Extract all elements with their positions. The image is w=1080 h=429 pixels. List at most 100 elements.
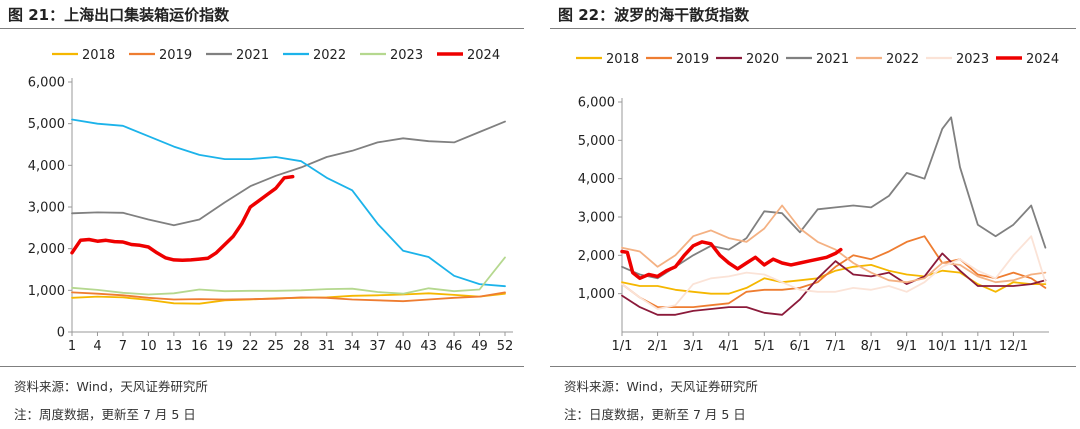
legend-item-2023: 2023 xyxy=(926,52,989,67)
legend-item-2020: 2020 xyxy=(716,52,779,67)
bottom-divider xyxy=(0,366,524,367)
x-tick-label: 7 xyxy=(119,339,127,354)
x-tick-label: 52 xyxy=(497,339,514,354)
legend-label: 2018 xyxy=(82,48,115,63)
x-tick-label: 2/1 xyxy=(647,339,668,354)
x-tick-label: 12/1 xyxy=(999,339,1028,354)
top-divider xyxy=(0,28,524,29)
figure-title: 图 22：波罗的海干散货指数 xyxy=(558,6,750,24)
series-line-2021 xyxy=(71,120,506,227)
x-tick-label: 37 xyxy=(369,339,386,354)
series-lines xyxy=(620,116,1047,316)
x-tick-label: 28 xyxy=(293,339,310,354)
footnote: 注：周度数据，更新至 7 月 5 日 xyxy=(14,407,196,422)
x-tick-label: 7/1 xyxy=(825,339,846,354)
legend-item-2019: 2019 xyxy=(646,52,709,67)
legend-item-2021: 2021 xyxy=(786,52,849,67)
series-line-2022 xyxy=(621,204,1047,284)
source-note: 资料来源：Wind，天风证券研究所 xyxy=(564,379,758,394)
series-line-2024 xyxy=(620,240,843,281)
panel-baltic-dry-index: 图 22：波罗的海干散货指数 2018 2019 2020 2021 2022 2023 2… xyxy=(550,0,1080,429)
figure-title: 图 21：上海出口集装箱运价指数 xyxy=(8,6,230,24)
legend-label: 2022 xyxy=(886,52,919,67)
legend-label: 2023 xyxy=(390,48,423,63)
x-tick-label: 22 xyxy=(242,339,259,354)
x-tick-label: 49 xyxy=(471,339,488,354)
x-tick-label: 11/1 xyxy=(963,339,992,354)
x-tick-label: 9/1 xyxy=(896,339,917,354)
legend-item-2024: 2024 xyxy=(437,48,500,63)
series-line-2020 xyxy=(621,252,1047,316)
y-tick-label: 1,000 xyxy=(578,287,615,302)
legend-item-2022: 2022 xyxy=(856,52,919,67)
x-axis-ticks: 1 4 7 10 13 16 19 22 25 28 31 34 37 40 43 46 49 52 xyxy=(68,332,513,354)
x-tick-label: 16 xyxy=(191,339,208,354)
y-axis-ticks: 0 1,000 2,000 3,000 4,000 5,000 6,000 xyxy=(28,76,72,341)
y-tick-label: 0 xyxy=(57,326,65,341)
x-tick-label: 4/1 xyxy=(718,339,739,354)
x-tick-label: 8/1 xyxy=(861,339,882,354)
x-tick-label: 40 xyxy=(395,339,412,354)
panel-container-freight-index: 图 21：上海出口集装箱运价指数 2018 2019 2021 2022 2023 202… xyxy=(0,0,528,429)
top-divider xyxy=(550,28,1076,29)
x-tick-label: 6/1 xyxy=(789,339,810,354)
series-lines xyxy=(70,118,506,305)
legend-item-2023: 2023 xyxy=(360,48,423,63)
x-tick-label: 43 xyxy=(420,339,437,354)
legend: 2018 2019 2020 2021 2022 2023 2024 xyxy=(576,52,1059,67)
x-tick-label: 10 xyxy=(140,339,157,354)
footnote: 注：日度数据，更新至 7 月 5 日 xyxy=(564,407,746,422)
y-tick-label: 4,000 xyxy=(28,159,65,174)
y-tick-label: 2,000 xyxy=(578,249,615,264)
y-tick-label: 5,000 xyxy=(578,134,615,149)
y-tick-label: 2,000 xyxy=(28,242,65,257)
series-line-2023 xyxy=(621,235,1047,310)
x-tick-label: 13 xyxy=(166,339,183,354)
x-tick-label: 46 xyxy=(446,339,463,354)
legend: 2018 2019 2021 2022 2023 2024 xyxy=(52,48,500,63)
series-line-2024 xyxy=(70,174,295,263)
x-tick-label: 34 xyxy=(344,339,361,354)
legend-item-2018: 2018 xyxy=(576,52,639,67)
legend-item-2022: 2022 xyxy=(283,48,346,63)
series-line-2023 xyxy=(71,256,506,296)
y-tick-label: 4,000 xyxy=(578,172,615,187)
x-tick-label: 10/1 xyxy=(928,339,957,354)
legend-label: 2019 xyxy=(159,48,192,63)
legend-label: 2019 xyxy=(676,52,709,67)
y-tick-label: 6,000 xyxy=(28,76,65,91)
y-tick-label: 3,000 xyxy=(28,201,65,216)
source-note: 资料来源：Wind，天风证券研究所 xyxy=(14,379,208,394)
x-tick-label: 31 xyxy=(318,339,335,354)
bottom-divider xyxy=(550,366,1076,367)
y-axis-ticks: 1,000 2,000 3,000 4,000 5,000 6,000 xyxy=(578,96,622,302)
legend-label: 2023 xyxy=(956,52,989,67)
x-tick-label: 19 xyxy=(217,339,234,354)
y-tick-label: 5,000 xyxy=(28,117,65,132)
legend-label: 2024 xyxy=(1026,52,1059,67)
x-tick-label: 25 xyxy=(267,339,284,354)
x-tick-label: 1 xyxy=(68,339,76,354)
legend-label: 2021 xyxy=(236,48,269,63)
x-tick-label: 5/1 xyxy=(754,339,775,354)
x-tick-label: 1/1 xyxy=(612,339,633,354)
series-line-2019 xyxy=(71,291,506,303)
y-tick-label: 6,000 xyxy=(578,96,615,111)
legend-item-2021: 2021 xyxy=(206,48,269,63)
series-line-2021 xyxy=(621,116,1047,280)
legend-item-2024: 2024 xyxy=(996,52,1059,67)
line-chart-container-freight: 2018 2019 2021 2022 2023 2024 0 1,000 2,000 3,000… xyxy=(28,48,513,354)
series-line-2018 xyxy=(621,263,1047,295)
x-tick-label: 4 xyxy=(93,339,101,354)
legend-label: 2018 xyxy=(606,52,639,67)
x-axis-ticks: 1/1 2/1 3/1 4/1 5/1 6/1 7/1 8/1 9/1 10/1 11/1 12/1 xyxy=(612,332,1028,354)
legend-label: 2024 xyxy=(467,48,500,63)
line-chart-baltic-dry: 2018 2019 2020 2021 2022 2023 2024 1,000 2,000 3,… xyxy=(576,52,1059,354)
x-tick-label: 3/1 xyxy=(683,339,704,354)
legend-item-2019: 2019 xyxy=(129,48,192,63)
legend-label: 2021 xyxy=(816,52,849,67)
series-line-2019 xyxy=(621,235,1047,309)
legend-item-2018: 2018 xyxy=(52,48,115,63)
legend-label: 2022 xyxy=(313,48,346,63)
y-tick-label: 3,000 xyxy=(578,211,615,226)
